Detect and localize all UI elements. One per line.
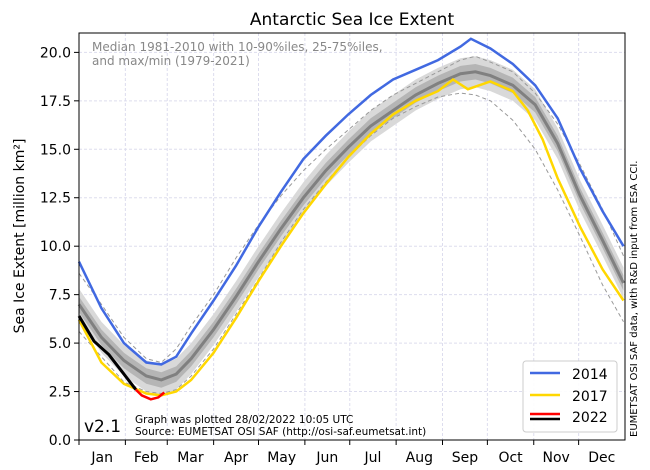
min-line: [78, 92, 624, 395]
x-tick-label: Jan: [90, 450, 113, 466]
x-tick-label: Apr: [224, 450, 248, 466]
x-tick-label: Mar: [177, 450, 204, 466]
legend-label-2014: 2014: [572, 367, 608, 383]
x-tick-label: Sep: [452, 450, 479, 466]
y-tick-label: 0.0: [49, 433, 71, 449]
x-tick-label: Dec: [588, 450, 615, 466]
climatology-note-2: and max/min (1979-2021): [92, 54, 250, 68]
y-tick-label: 12.5: [40, 191, 71, 207]
x-tick-label: Jul: [363, 450, 381, 466]
source-note: Source: EUMETSAT OSI SAF (http://osi-saf…: [135, 426, 426, 438]
y-tick-label: 20.0: [40, 45, 71, 61]
plotted-note: Graph was plotted 28/02/2022 10:05 UTC: [135, 414, 353, 426]
series-2014-line: [77, 37, 625, 366]
x-tick-label: Oct: [498, 450, 523, 466]
x-tick-label: Nov: [543, 450, 570, 466]
y-axis-label: Sea Ice Extent [million km²]: [12, 139, 28, 334]
series-2022-line-black: [77, 315, 137, 391]
y-tick-label: 10.0: [40, 239, 71, 255]
y-axis: 0.0 2.5 5.0 7.5 10.0 12.5 15.0 17.5 20.0: [40, 45, 79, 449]
y-tick-label: 2.5: [49, 385, 71, 401]
x-tick-label: May: [267, 450, 296, 466]
y-tick-label: 17.5: [40, 94, 71, 110]
series-2022-line-red: [134, 388, 166, 401]
legend-label-2017: 2017: [572, 389, 608, 405]
x-tick-label: Jun: [315, 450, 338, 466]
y-tick-label: 7.5: [49, 288, 71, 304]
chart-title: Antarctic Sea Ice Extent: [250, 10, 455, 30]
y-tick-label: 15.0: [40, 142, 71, 158]
series-2017-line: [77, 77, 625, 397]
legend: 2014 2017 2022: [522, 360, 618, 433]
band-10-90: [79, 56, 624, 396]
series-lines: [77, 37, 625, 401]
x-axis: Jan Feb Mar Apr May Jun Jul Aug Sep Oct Nov Dec: [78, 440, 615, 466]
plot-frame: [78, 32, 626, 441]
climatology-bands: [77, 55, 625, 396]
x-tick-label: Feb: [134, 450, 159, 466]
legend-label-2022: 2022: [572, 410, 608, 426]
median-line: [77, 70, 625, 382]
x-tick-label: Aug: [406, 450, 433, 466]
version-label: v2.1: [84, 417, 121, 437]
climatology-note-1: Median 1981-2010 with 10-90%iles, 25-75%…: [92, 40, 383, 54]
y-tick-label: 5.0: [49, 336, 71, 352]
credit-note: EUMETSAT OSI SAF data, with R&D input fr…: [629, 161, 640, 437]
